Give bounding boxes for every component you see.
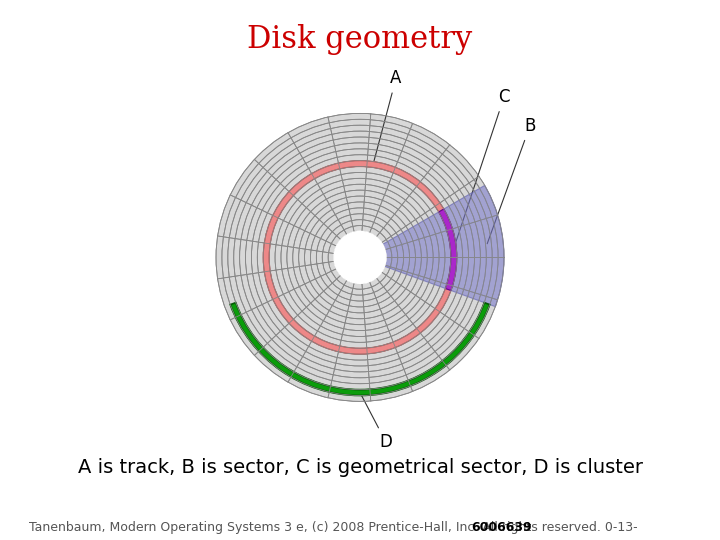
Text: A is track, B is sector, C is geometrical sector, D is cluster: A is track, B is sector, C is geometrica… xyxy=(78,457,642,477)
Circle shape xyxy=(334,232,386,284)
Text: 6006639: 6006639 xyxy=(471,521,531,534)
Wedge shape xyxy=(216,113,504,401)
Wedge shape xyxy=(264,160,456,354)
Wedge shape xyxy=(438,209,456,291)
Circle shape xyxy=(334,232,386,284)
Text: D: D xyxy=(361,395,392,451)
Wedge shape xyxy=(230,302,490,395)
Text: B: B xyxy=(487,117,536,244)
Text: C: C xyxy=(454,88,510,247)
Text: A: A xyxy=(374,70,402,162)
Text: Disk geometry: Disk geometry xyxy=(248,24,472,55)
Text: Tanenbaum, Modern Operating Systems 3 e, (c) 2008 Prentice-Hall, Inc. All rights: Tanenbaum, Modern Operating Systems 3 e,… xyxy=(29,521,637,534)
Circle shape xyxy=(334,232,386,284)
Wedge shape xyxy=(360,185,504,307)
